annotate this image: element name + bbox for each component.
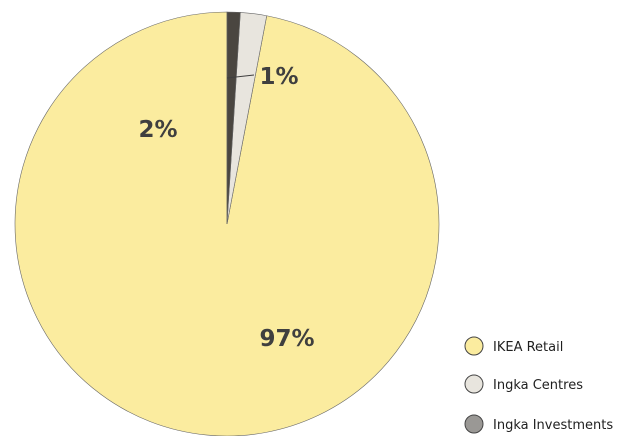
legend-swatch-ikea-retail — [464, 336, 484, 356]
legend: IKEA Retail Ingka Centres Ingka Investme… — [464, 336, 613, 434]
legend-swatch-ingka-investments — [464, 414, 484, 434]
legend-label-ikea-retail: IKEA Retail — [493, 340, 563, 355]
legend-item-ingka-centres[interactable]: Ingka Centres — [464, 374, 583, 394]
pie-slices — [14, 11, 440, 436]
legend-item-ikea-retail[interactable]: IKEA Retail — [464, 336, 563, 356]
slice-label-ingka-investments: 1% — [259, 64, 298, 90]
slice-label-ikea-retail: 97% — [259, 326, 314, 352]
legend-item-ingka-investments[interactable]: Ingka Investments — [464, 414, 613, 434]
pie-slice-ingka-investments — [226, 11, 241, 225]
legend-swatch-ingka-centres — [464, 374, 484, 394]
legend-label-ingka-investments: Ingka Investments — [493, 418, 613, 433]
slice-label-ingka-centres: 2% — [138, 117, 177, 143]
leader-line — [226, 74, 255, 79]
legend-label-ingka-centres: Ingka Centres — [493, 378, 583, 393]
